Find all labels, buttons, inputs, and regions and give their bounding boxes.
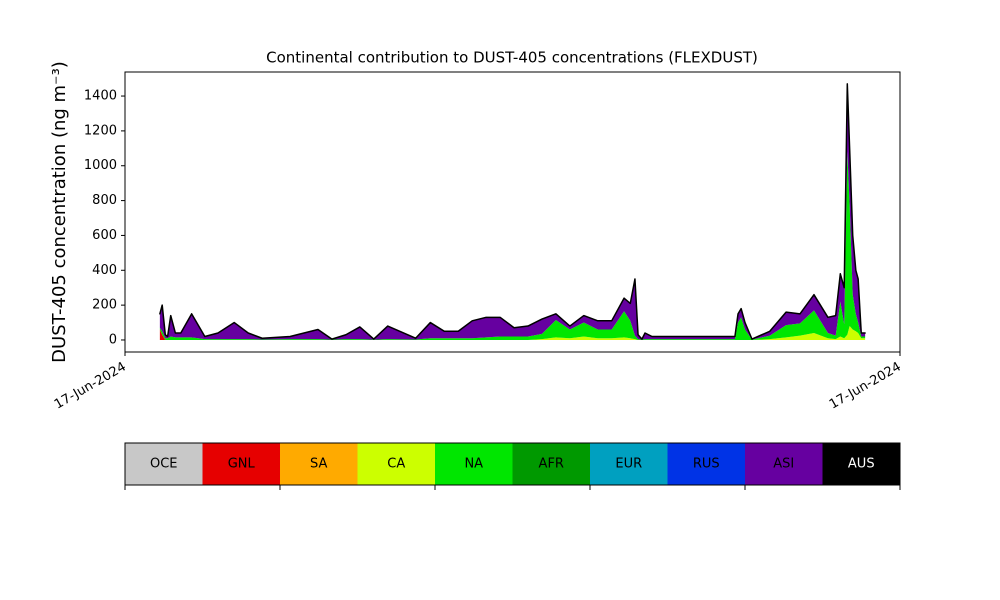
y-tick-label: 1200 [84, 123, 117, 138]
legend-label: SA [310, 457, 327, 472]
legend-swatch [590, 443, 668, 485]
y-axis-label: DUST-405 concentration (ng m⁻³) [49, 61, 70, 363]
legend-swatch [512, 443, 590, 485]
area [159, 151, 866, 340]
area [159, 83, 866, 340]
legend-swatch [357, 443, 435, 485]
legend-swatch [435, 443, 513, 485]
area [159, 151, 866, 340]
area [159, 151, 866, 340]
y-tick-label: 600 [92, 228, 117, 243]
legend: OCE GNL SA CA NA AFR EUR RUS ASI AUS [124, 442, 901, 486]
y-tick-label: 200 [92, 298, 117, 313]
legend-swatch [822, 443, 900, 485]
legend-frame [124, 442, 901, 486]
legend-label: CA [387, 457, 405, 472]
y-tick-label: 0 [109, 332, 117, 347]
legend-swatch [125, 443, 203, 485]
legend-swatch [280, 443, 358, 485]
legend-swatch [667, 443, 745, 485]
y-tick-label: 1000 [84, 158, 117, 173]
y-tick-label: 1400 [84, 89, 117, 104]
legend-label: OCE [150, 457, 178, 472]
x-tick-label: 17-Jun-2024 [827, 360, 904, 413]
plot-frame [124, 71, 901, 353]
x-tick-label: 17-Jun-2024 [52, 360, 129, 413]
legend-label: RUS [693, 457, 720, 472]
legend-ticks [124, 485, 901, 490]
area [159, 326, 866, 340]
legend-swatch [202, 443, 280, 485]
legend-label: AUS [848, 457, 875, 472]
legend-label: AFR [539, 457, 564, 472]
legend-label: ASI [773, 457, 794, 472]
legend-label: GNL [228, 457, 256, 472]
plot-area [159, 83, 866, 340]
area [159, 83, 866, 340]
area [159, 151, 866, 340]
y-tick-label: 800 [92, 193, 117, 208]
y-tick-label: 400 [92, 263, 117, 278]
legend-label: NA [464, 457, 483, 472]
chart-title: Continental contribution to DUST-405 con… [266, 49, 758, 67]
legend-swatch [745, 443, 823, 485]
legend-label: EUR [615, 457, 642, 472]
